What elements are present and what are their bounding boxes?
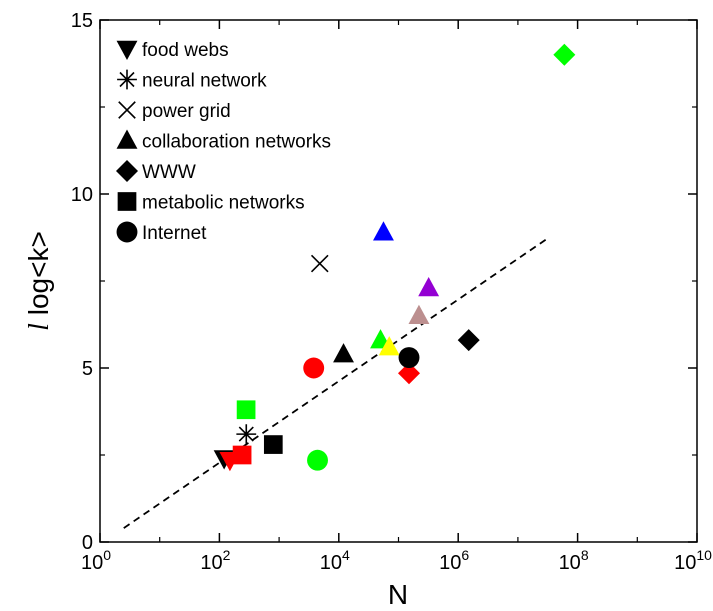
y-tick-label: 10 [71, 184, 93, 206]
data-point-triangle-up [408, 304, 430, 325]
fit-line [123, 238, 547, 529]
data-point-asterisk [236, 424, 257, 445]
x-tick-label: 106 [439, 547, 469, 574]
plot-frame [99, 19, 698, 543]
legend: food webs neural network power grid collabo… [116, 40, 331, 244]
legend-marker-square [117, 192, 137, 211]
x-tick-label: 100 [81, 547, 111, 574]
data-point-diamond [553, 43, 576, 66]
legend-label: neural network [142, 71, 267, 92]
axis-ticks [99, 19, 698, 543]
y-axis-label: l log<k> [23, 231, 55, 331]
legend-label: WWW [142, 162, 196, 183]
data-point-circle [398, 347, 420, 369]
data-point-square [263, 435, 283, 454]
axis-tick-labels: 100 102 104 106 108 1010 0 5 10 15 [71, 10, 712, 574]
fit-line-group [123, 238, 547, 529]
y-tick-label: 15 [71, 10, 93, 32]
data-points [213, 43, 576, 472]
legend-marker-triangle-down [116, 40, 138, 60]
data-point-triangle-up [378, 336, 400, 356]
data-point-square [236, 400, 256, 420]
data-point-circle [307, 449, 328, 471]
data-point-circle [303, 357, 325, 379]
x-tick-label: 108 [559, 547, 589, 574]
legend-label: Internet [142, 223, 207, 244]
legend-marker-diamond [116, 160, 138, 182]
legend-label: metabolic networks [142, 193, 305, 214]
legend-label: power grid [142, 101, 231, 122]
y-tick-label: 0 [82, 532, 93, 554]
data-point-diamond [398, 362, 421, 385]
x-tick-label: 1010 [674, 547, 712, 574]
y-axis-label-italic: l [24, 323, 55, 331]
legend-marker-cross [118, 101, 136, 119]
data-point-triangle-up [373, 221, 394, 241]
data-point-triangle-up [418, 276, 440, 297]
y-tick-label: 5 [82, 358, 93, 380]
x-tick-label: 104 [320, 547, 350, 574]
legend-label: food webs [142, 40, 229, 61]
data-point-triangle-up [333, 343, 354, 363]
legend-marker-triangle-up [116, 129, 138, 149]
legend-marker-circle [116, 221, 138, 243]
x-tick-label: 102 [200, 547, 230, 574]
y-axis-label-rest: log<k> [23, 231, 54, 323]
legend-label: collaboration networks [142, 132, 331, 153]
data-point-cross [310, 254, 329, 273]
data-point-square [232, 445, 252, 465]
x-axis-label: N [388, 579, 408, 610]
data-point-diamond [457, 329, 480, 352]
legend-marker-asterisk [117, 69, 137, 90]
